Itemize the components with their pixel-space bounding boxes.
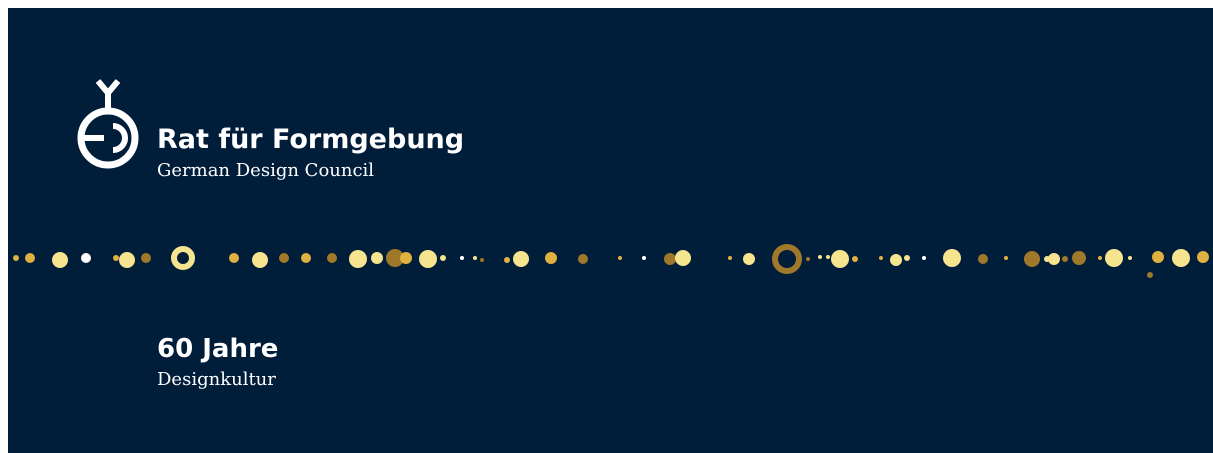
dot xyxy=(578,254,588,264)
dot xyxy=(52,252,68,268)
dot xyxy=(806,257,810,261)
dot xyxy=(252,252,268,268)
page: Rat für Formgebung German Design Council… xyxy=(0,0,1213,453)
dot xyxy=(473,256,477,260)
dot xyxy=(943,249,961,267)
dot xyxy=(728,256,732,260)
dot xyxy=(480,258,484,262)
logo-title: Rat für Formgebung xyxy=(157,124,464,155)
dot xyxy=(113,255,119,261)
dot xyxy=(504,257,510,263)
dot xyxy=(513,251,529,267)
dot xyxy=(922,256,926,260)
dot xyxy=(890,254,902,266)
dot xyxy=(13,255,19,261)
dot xyxy=(1197,251,1209,263)
dot xyxy=(664,253,676,265)
dot xyxy=(1098,256,1102,260)
banner: Rat für Formgebung German Design Council… xyxy=(0,0,1213,453)
dot xyxy=(1147,272,1153,278)
dot xyxy=(642,256,646,260)
tagline-title: 60 Jahre xyxy=(157,334,278,364)
dot xyxy=(81,253,91,263)
dot xyxy=(879,256,883,260)
dot xyxy=(327,253,337,263)
dot xyxy=(545,252,557,264)
dot xyxy=(1072,251,1086,265)
dot xyxy=(419,250,437,268)
dot xyxy=(1048,253,1060,265)
logo-subtitle: German Design Council xyxy=(157,160,374,181)
dot xyxy=(301,253,311,263)
dot xyxy=(743,253,755,265)
dot xyxy=(141,253,151,263)
dot xyxy=(826,255,830,259)
dot xyxy=(1062,256,1068,262)
dot xyxy=(400,252,412,264)
dot xyxy=(1128,256,1132,260)
dot xyxy=(371,252,383,264)
dot xyxy=(119,252,135,268)
dot xyxy=(978,254,988,264)
dot xyxy=(1152,251,1164,263)
tagline-subtitle: Designkultur xyxy=(157,369,276,390)
dot xyxy=(818,255,822,259)
dot xyxy=(1105,249,1123,267)
dot xyxy=(852,256,858,262)
dot xyxy=(1004,256,1008,260)
dot xyxy=(1172,249,1190,267)
dot xyxy=(229,253,239,263)
dot xyxy=(618,256,622,260)
dot xyxy=(460,256,464,260)
dot xyxy=(904,255,910,261)
dot xyxy=(279,253,289,263)
dot xyxy=(1024,251,1040,267)
dot xyxy=(440,255,446,261)
dot xyxy=(349,250,367,268)
dot xyxy=(675,250,691,266)
dot xyxy=(831,250,849,268)
dot xyxy=(25,253,35,263)
